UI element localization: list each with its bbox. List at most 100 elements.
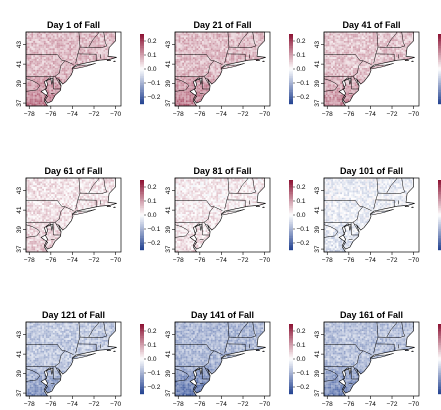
heatmap-cell	[369, 39, 371, 42]
heatmap-cell	[101, 50, 104, 52]
heatmap-cell	[89, 50, 91, 52]
heatmap-cell	[218, 39, 221, 42]
heatmap-cell	[180, 66, 183, 69]
heatmap-cell	[42, 32, 45, 34]
colorbar-swatch	[140, 65, 144, 68]
heatmap-cell	[331, 39, 334, 42]
heatmap-cell	[107, 33, 109, 36]
heatmap-cell	[243, 50, 246, 52]
heatmap-cell	[187, 77, 190, 79]
heatmap-cell	[202, 41, 204, 43]
heatmap-cell	[60, 51, 63, 54]
heatmap-cell	[42, 59, 45, 61]
heatmap-cell	[53, 86, 55, 88]
heatmap-cell	[90, 50, 93, 52]
heatmap-cell	[220, 44, 222, 47]
heatmap-cell	[176, 73, 179, 76]
heatmap-cell	[387, 33, 389, 36]
heatmap-cell	[175, 66, 177, 69]
heatmap-cell	[63, 41, 66, 43]
heatmap-cell	[259, 35, 262, 38]
colorbar-tick-label: −0.1	[148, 80, 161, 87]
y-tick-label: 41	[165, 60, 172, 68]
heatmap-cell	[83, 57, 86, 60]
heatmap-cell	[385, 32, 388, 34]
heatmap-cell	[385, 35, 388, 38]
heatmap-cell	[202, 44, 204, 47]
heatmap-cell	[47, 55, 50, 58]
heatmap-cell	[182, 66, 185, 69]
heatmap-cell	[358, 37, 361, 40]
heatmap-cell	[198, 62, 201, 65]
heatmap-cell	[33, 91, 36, 94]
heatmap-cell	[232, 44, 235, 47]
heatmap-cell	[29, 64, 32, 67]
heatmap-cell	[230, 41, 233, 43]
heatmap-cell	[76, 50, 79, 52]
heatmap-cell	[99, 32, 102, 34]
heatmap-cell	[176, 98, 179, 101]
heatmap-cell	[187, 80, 190, 83]
heatmap-cell	[184, 87, 186, 90]
heatmap-cell	[184, 73, 186, 76]
heatmap-cell	[27, 75, 30, 78]
heatmap-cell	[354, 37, 357, 40]
heatmap-cell	[58, 48, 61, 51]
heatmap-cell	[56, 59, 59, 61]
colorbar-swatch	[140, 98, 144, 101]
heatmap-cell	[45, 87, 48, 90]
heatmap-cell	[80, 51, 82, 54]
heatmap-cell	[85, 44, 88, 47]
heatmap-cell	[40, 84, 43, 87]
heatmap-cell	[198, 89, 201, 92]
heatmap-cell	[58, 64, 61, 67]
heatmap-cell	[245, 44, 248, 47]
heatmap-cell	[31, 78, 34, 81]
heatmap-cell	[354, 32, 357, 34]
colorbar-swatch	[289, 39, 293, 42]
heatmap-cell	[175, 48, 177, 51]
colorbar-swatch	[140, 63, 144, 66]
heatmap-cell	[343, 39, 346, 42]
heatmap-cell	[347, 37, 350, 40]
heatmap-cell	[45, 60, 48, 63]
heatmap-cell	[218, 71, 221, 74]
heatmap-cell	[378, 37, 380, 40]
heatmap-cell	[220, 53, 222, 56]
heatmap-cell	[211, 62, 213, 65]
heatmap-cell	[99, 51, 102, 54]
heatmap-cell	[218, 44, 221, 47]
heatmap-cell	[81, 42, 84, 45]
heatmap-cell	[60, 77, 63, 79]
heatmap-cell	[202, 69, 204, 72]
heatmap-cell	[38, 42, 41, 45]
heatmap-cell	[31, 93, 34, 96]
heatmap-cell	[83, 37, 86, 40]
heatmap-cell	[53, 55, 55, 58]
heatmap-cell	[51, 42, 54, 45]
heatmap-cell	[35, 42, 37, 45]
heatmap-cell	[51, 35, 54, 38]
heatmap-cell	[65, 59, 68, 61]
heatmap-cell	[81, 59, 84, 61]
heatmap-cell	[67, 51, 70, 54]
heatmap-cell	[374, 32, 377, 34]
heatmap-cell	[60, 75, 63, 78]
heatmap-cell	[370, 41, 373, 43]
state-border	[237, 31, 249, 48]
heatmap-cell	[403, 33, 406, 36]
heatmap-cell	[207, 62, 210, 65]
heatmap-cell	[178, 44, 181, 47]
heatmap-cell	[65, 73, 68, 76]
heatmap-cell	[223, 44, 226, 47]
heatmap-cell	[40, 46, 43, 49]
heatmap-cell	[178, 86, 181, 88]
heatmap-cell	[110, 42, 113, 45]
heatmap-cell	[60, 35, 63, 38]
heatmap-cell	[175, 33, 177, 36]
heatmap-cell	[180, 69, 183, 72]
heatmap-cell	[27, 96, 30, 99]
heatmap-cell	[193, 33, 195, 36]
heatmap-cell	[53, 66, 55, 69]
heatmap-cell	[35, 57, 37, 60]
